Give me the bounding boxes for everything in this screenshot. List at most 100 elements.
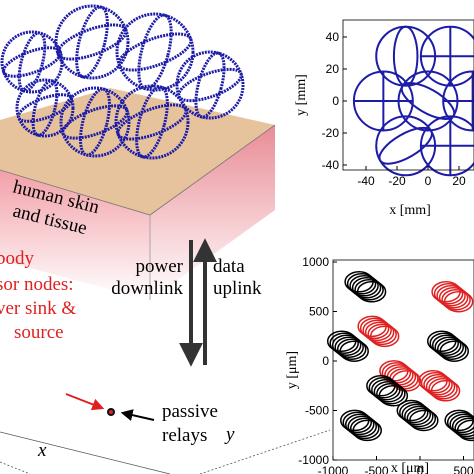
helix-turn <box>346 273 377 295</box>
sphere-ring <box>17 31 47 93</box>
helix-turn <box>438 286 469 309</box>
helix-turn <box>449 413 474 436</box>
helix-turn <box>443 290 474 313</box>
y-tick-label: 500 <box>309 305 329 319</box>
helix-turn <box>334 336 364 358</box>
helix-turn <box>378 385 409 407</box>
y-label: y [mm] <box>294 74 309 116</box>
sensor-label: sor nodes: <box>0 274 74 295</box>
helix-turn <box>347 415 377 438</box>
helix-turn <box>451 415 474 438</box>
ground-plane <box>0 429 331 474</box>
helix-turn <box>342 411 372 434</box>
y-tick-label: 0 <box>322 354 329 368</box>
y-tick-label: 40 <box>326 30 340 44</box>
relay-label: passive <box>162 401 218 422</box>
sphere <box>54 4 130 80</box>
sphere <box>115 12 195 92</box>
downlink-label: downlink <box>111 278 183 299</box>
y-tick-label: 1000 <box>302 255 329 269</box>
y-tick-label: -40 <box>322 158 340 172</box>
helix-turn <box>369 325 400 348</box>
helix-turn <box>349 275 379 297</box>
axes-box <box>342 19 474 171</box>
y-tick-label: 0 <box>332 94 339 108</box>
y-tick-label: 20 <box>326 62 340 76</box>
sphere-ring <box>137 13 173 91</box>
plot-mm: -40 -20 0 20 -40 -20 0 20 40 x [mm] y [mm] <box>294 19 474 218</box>
uplink-label: uplink <box>213 278 262 299</box>
helix-turn <box>351 277 382 299</box>
helix-turn <box>345 413 375 436</box>
helix-turn <box>336 338 367 360</box>
helix-turn <box>446 411 474 434</box>
helix-turn <box>420 372 451 394</box>
y-tick-label: -20 <box>322 126 340 140</box>
uplink-label: data <box>213 256 245 277</box>
x-tick-label: 0 <box>417 464 424 474</box>
x-tick-label: 20 <box>452 174 466 188</box>
helix-turn <box>399 401 429 424</box>
sensor-arrow <box>65 393 105 411</box>
x-tick-label: -500 <box>364 464 388 474</box>
node <box>109 410 113 414</box>
sensor-label: body <box>0 248 35 269</box>
x-tick-label: 0 <box>425 174 432 188</box>
sphere-ring <box>135 85 169 159</box>
sphere-ring <box>194 51 226 119</box>
sphere <box>175 50 245 120</box>
x-tick-label: -1000 <box>318 464 349 474</box>
tissue-block <box>0 88 276 300</box>
helix-turn <box>404 405 434 428</box>
helix-turn <box>401 403 432 426</box>
helix-turn <box>425 376 456 398</box>
x-label: x [mm] <box>389 203 431 218</box>
y-tick-label: -500 <box>305 404 329 418</box>
axis-y: y <box>224 424 235 445</box>
helix-turn <box>359 317 390 340</box>
helix-turn <box>354 279 384 301</box>
helix-turn <box>441 288 471 311</box>
helix-turn <box>352 419 382 442</box>
sensor-label: source <box>14 322 64 343</box>
y-tick-label: -1000 <box>298 453 329 467</box>
sphere-ring <box>116 103 188 141</box>
helix-turn <box>439 340 469 362</box>
sphere-ring <box>31 79 59 137</box>
helix-turn <box>454 417 474 440</box>
sphere-ring <box>56 23 128 61</box>
axis-x: x <box>37 440 47 461</box>
plot-um: -1000 -500 0 500 -1000 -500 0 500 1000 x [μm] y [μ… <box>285 255 474 474</box>
helix-turn <box>373 381 404 403</box>
x-label: x [μm] <box>391 461 429 474</box>
relay-label: relays <box>162 425 207 446</box>
x-tick-label: -20 <box>388 174 406 188</box>
helix-turn <box>350 417 380 440</box>
helix-turn <box>436 284 466 307</box>
coil-spheres <box>0 4 245 160</box>
y-label: y [μm] <box>285 351 300 389</box>
helix-turn <box>434 336 464 358</box>
sensor-label: ver sink & <box>0 298 76 319</box>
axes-box <box>332 259 474 461</box>
sphere <box>59 86 131 158</box>
helix-turn <box>376 383 406 405</box>
helix-turn <box>430 380 461 402</box>
helix-turn <box>356 281 387 303</box>
helix-turn <box>423 374 453 396</box>
helix-turn <box>364 321 395 344</box>
helix-turn <box>368 377 399 399</box>
coil-ring <box>378 126 433 165</box>
sphere <box>114 84 190 160</box>
helix-turn <box>437 338 467 360</box>
sphere-ring <box>75 5 109 79</box>
helix-turn <box>432 334 462 356</box>
relay-arrow <box>120 409 155 421</box>
x-tick-label: -40 <box>357 174 375 188</box>
helix-turn <box>433 282 464 305</box>
helix-turn <box>456 419 474 442</box>
sphere-ring <box>61 104 129 140</box>
helix-turn <box>428 378 458 400</box>
downlink-label: power <box>136 256 184 277</box>
